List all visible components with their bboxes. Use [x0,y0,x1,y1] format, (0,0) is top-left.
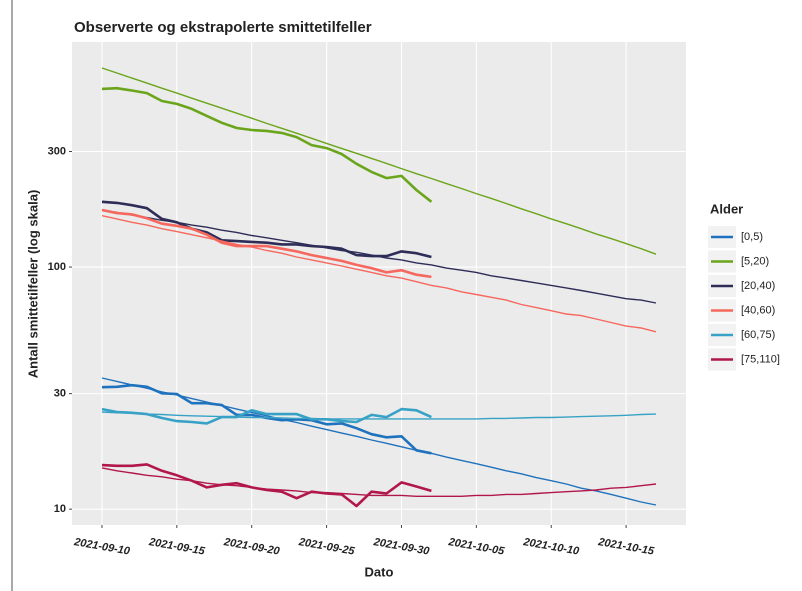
legend-label: [0,5) [741,231,763,243]
observed-line [101,407,432,425]
observed-line [101,208,432,279]
observed-line [101,463,432,508]
observed-line [101,86,433,203]
legend-label: [75,110] [741,353,780,365]
chart-title: Observerte og ekstrapolerte smittetilfel… [74,19,372,36]
plot-panel [72,42,686,525]
fit-line [101,411,657,420]
legend-label: [5,20) [741,255,769,267]
x-axis-label: Dato [365,564,394,579]
fit-line [101,67,657,255]
legend-title: Alder [710,201,743,216]
y-axis-label: Antall smittetilfeller (log skala) [25,190,40,379]
y-tick-label: 100 [48,261,66,273]
fit-line [101,377,657,506]
y-tick-label: 10 [54,503,66,515]
legend-label: [60,75) [741,329,775,341]
y-tick-label: 300 [48,145,66,157]
legend-label: [40,60) [741,304,775,316]
legend-label: [20,40) [741,280,775,292]
fit-line [101,215,657,333]
y-tick-label: 30 [54,388,66,400]
observed-line [101,200,432,259]
